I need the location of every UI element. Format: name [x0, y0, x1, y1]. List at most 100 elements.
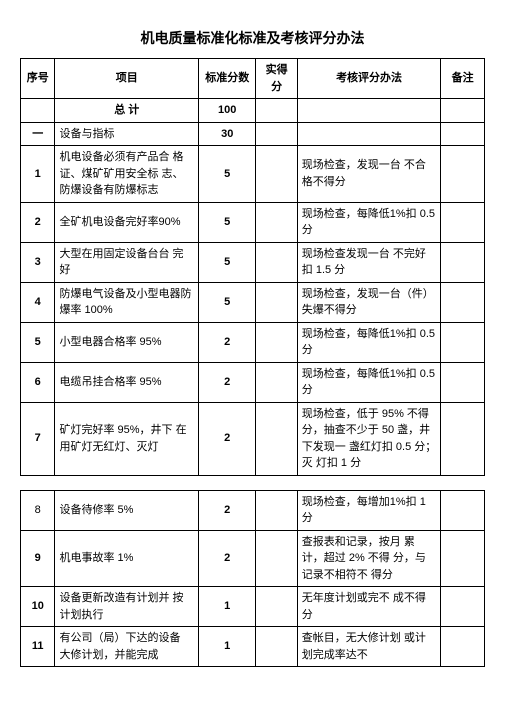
row-method: 无年度计划或完不 成不得分 [297, 587, 441, 627]
row-method: 现场检查，每增加1%扣 1 分 [297, 490, 441, 530]
row-item: 有公司（局）下达的设备 大修计划，并能完成 [55, 627, 199, 667]
row-score: 5 [199, 242, 256, 282]
row-actual [256, 587, 297, 627]
row-seq: 4 [21, 282, 55, 322]
section-label: 设备与指标 [55, 122, 199, 146]
row-seq: 5 [21, 322, 55, 362]
row-remark [441, 530, 485, 587]
row-remark [441, 322, 485, 362]
table-row: 8 设备待修率 5% 2 现场检查，每增加1%扣 1 分 [21, 490, 485, 530]
row-actual [256, 282, 297, 322]
main-table: 序号 项目 标准分数 实得分 考核评分办法 备注 总 计 100 一 设备与指标… [20, 58, 485, 476]
row-score: 2 [199, 362, 256, 402]
row-score: 2 [199, 402, 256, 475]
row-item: 小型电器合格率 95% [55, 322, 199, 362]
table-gap [20, 476, 485, 490]
row-seq: 1 [21, 146, 55, 203]
row-seq: 8 [21, 490, 55, 530]
header-remark: 备注 [441, 59, 485, 99]
header-row: 序号 项目 标准分数 实得分 考核评分办法 备注 [21, 59, 485, 99]
row-method: 现场检查，每降低1%扣 0.5 分 [297, 322, 441, 362]
row-remark [441, 242, 485, 282]
row-score: 1 [199, 587, 256, 627]
row-score: 2 [199, 322, 256, 362]
section-score: 30 [199, 122, 256, 146]
table-row: 9 机电事故率 1% 2 查报表和记录，按月 累计，超过 2% 不得 分，与记录… [21, 530, 485, 587]
row-method: 现场检查，低于 95% 不得分，抽查不少于 50 盏，井下发现一 盏红灯扣 0.… [297, 402, 441, 475]
header-method: 考核评分办法 [297, 59, 441, 99]
row-item: 防爆电气设备及小型电器防爆率 100% [55, 282, 199, 322]
total-seq [21, 99, 55, 123]
row-item: 矿灯完好率 95%，井下 在用矿灯无红灯、灭灯 [55, 402, 199, 475]
row-item: 设备更新改造有计划并 按计划执行 [55, 587, 199, 627]
table-row: 1 机电设备必须有产品合 格证、煤矿矿用安全标 志、防爆设备有防爆标志 5 现场… [21, 146, 485, 203]
row-remark [441, 202, 485, 242]
row-actual [256, 322, 297, 362]
row-method: 现场检查，发现一台（件）失爆不得分 [297, 282, 441, 322]
row-actual [256, 627, 297, 667]
header-item: 项目 [55, 59, 199, 99]
table-row: 10 设备更新改造有计划并 按计划执行 1 无年度计划或完不 成不得分 [21, 587, 485, 627]
row-actual [256, 202, 297, 242]
row-method: 现场检查，每降低1%扣 0.5 分 [297, 362, 441, 402]
row-seq: 6 [21, 362, 55, 402]
row-score: 1 [199, 627, 256, 667]
table-row: 11 有公司（局）下达的设备 大修计划，并能完成 1 查帐目，无大修计划 或计划… [21, 627, 485, 667]
row-seq: 9 [21, 530, 55, 587]
row-seq: 11 [21, 627, 55, 667]
section-remark [441, 122, 485, 146]
row-remark [441, 146, 485, 203]
table-row: 4 防爆电气设备及小型电器防爆率 100% 5 现场检查，发现一台（件）失爆不得… [21, 282, 485, 322]
row-remark [441, 362, 485, 402]
table-row: 2 全矿机电设备完好率90% 5 现场检查，每降低1%扣 0.5 分 [21, 202, 485, 242]
row-score: 5 [199, 146, 256, 203]
row-remark [441, 402, 485, 475]
row-score: 2 [199, 530, 256, 587]
section-seq: 一 [21, 122, 55, 146]
row-actual [256, 146, 297, 203]
main-table-continued: 8 设备待修率 5% 2 现场检查，每增加1%扣 1 分 9 机电事故率 1% … [20, 490, 485, 668]
total-method [297, 99, 441, 123]
table-row: 3 大型在用固定设备台台 完好 5 现场检查发现一台 不完好扣 1.5 分 [21, 242, 485, 282]
row-seq: 7 [21, 402, 55, 475]
page-title: 机电质量标准化标准及考核评分办法 [20, 28, 485, 48]
row-score: 2 [199, 490, 256, 530]
row-item: 大型在用固定设备台台 完好 [55, 242, 199, 282]
row-seq: 10 [21, 587, 55, 627]
row-item: 机电事故率 1% [55, 530, 199, 587]
row-score: 5 [199, 202, 256, 242]
row-item: 机电设备必须有产品合 格证、煤矿矿用安全标 志、防爆设备有防爆标志 [55, 146, 199, 203]
row-remark [441, 490, 485, 530]
row-seq: 2 [21, 202, 55, 242]
row-item: 设备待修率 5% [55, 490, 199, 530]
total-label: 总 计 [55, 99, 199, 123]
header-actual-score: 实得分 [256, 59, 297, 99]
row-method: 现场检查发现一台 不完好扣 1.5 分 [297, 242, 441, 282]
row-remark [441, 627, 485, 667]
total-actual [256, 99, 297, 123]
section-method [297, 122, 441, 146]
row-score: 5 [199, 282, 256, 322]
row-actual [256, 530, 297, 587]
row-remark [441, 587, 485, 627]
total-row: 总 计 100 [21, 99, 485, 123]
table-row: 6 电缆吊挂合格率 95% 2 现场检查，每降低1%扣 0.5 分 [21, 362, 485, 402]
row-method: 查帐目，无大修计划 或计划完成率达不 [297, 627, 441, 667]
section-row: 一 设备与指标 30 [21, 122, 485, 146]
row-actual [256, 490, 297, 530]
row-remark [441, 282, 485, 322]
total-remark [441, 99, 485, 123]
table-row: 7 矿灯完好率 95%，井下 在用矿灯无红灯、灭灯 2 现场检查，低于 95% … [21, 402, 485, 475]
row-method: 现场检查，发现一台 不合格不得分 [297, 146, 441, 203]
header-std-score: 标准分数 [199, 59, 256, 99]
row-item: 电缆吊挂合格率 95% [55, 362, 199, 402]
row-method: 现场检查，每降低1%扣 0.5 分 [297, 202, 441, 242]
row-actual [256, 362, 297, 402]
table-row: 5 小型电器合格率 95% 2 现场检查，每降低1%扣 0.5 分 [21, 322, 485, 362]
row-actual [256, 402, 297, 475]
row-actual [256, 242, 297, 282]
header-seq: 序号 [21, 59, 55, 99]
section-actual [256, 122, 297, 146]
row-method: 查报表和记录，按月 累计，超过 2% 不得 分，与记录不相符不 得分 [297, 530, 441, 587]
row-item: 全矿机电设备完好率90% [55, 202, 199, 242]
